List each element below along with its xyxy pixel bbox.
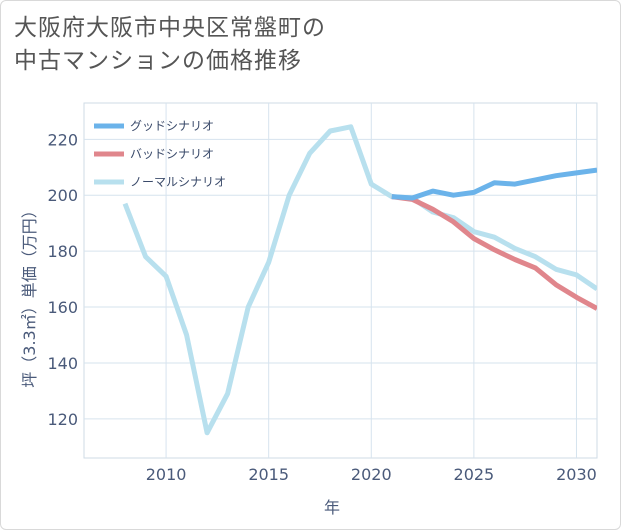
title-line-1: 大阪府大阪市中央区常盤町の	[14, 15, 326, 41]
legend-label: バッドシナリオ	[130, 147, 214, 161]
x-tick-label: 2020	[351, 465, 392, 484]
y-tick-label: 140	[47, 354, 78, 373]
x-axis-label: 年	[324, 498, 340, 517]
y-tick-label: 120	[47, 410, 78, 429]
y-tick-label: 180	[47, 242, 78, 261]
x-tick-label: 2015	[248, 465, 289, 484]
y-axis-ticks: 120 140 160 180 200 220	[47, 130, 78, 429]
series-line-1	[391, 194, 597, 311]
legend-label: ノーマルシナリオ	[130, 175, 226, 189]
x-tick-label: 2030	[556, 465, 597, 484]
y-tick-label: 160	[47, 298, 78, 317]
series-line-2	[122, 124, 597, 436]
y-axis-label: 坪（3.3㎡）単価（万円）	[20, 202, 39, 387]
x-tick-label: 2025	[454, 465, 495, 484]
plot-border	[83, 102, 598, 459]
series-line-0	[391, 167, 597, 201]
series-lines	[122, 124, 597, 436]
x-axis-ticks: 2010 2015 2020 2025 2030	[146, 465, 597, 484]
chart-title: 大阪府大阪市中央区常盤町の 中古マンションの価格推移	[14, 12, 574, 78]
legend-label: グッドシナリオ	[130, 119, 214, 133]
x-tick-label: 2010	[146, 465, 187, 484]
y-tick-label: 200	[47, 186, 78, 205]
y-tick-label: 220	[47, 130, 78, 149]
title-line-2: 中古マンションの価格推移	[14, 48, 302, 74]
